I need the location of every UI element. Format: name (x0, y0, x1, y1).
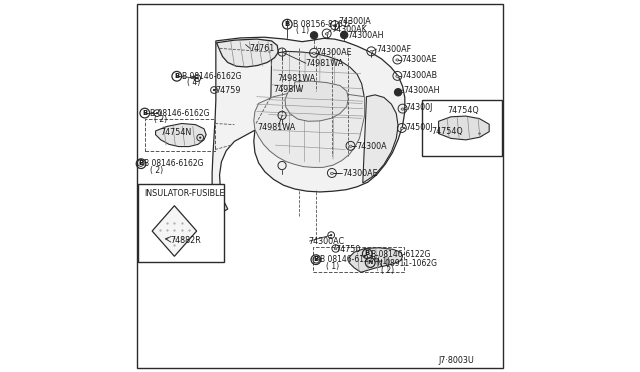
Polygon shape (349, 248, 403, 272)
Text: ( 1): ( 1) (296, 26, 309, 35)
Text: J7·8003U: J7·8003U (439, 356, 475, 365)
Ellipse shape (370, 51, 373, 53)
Text: B: B (174, 73, 179, 79)
Text: 74761: 74761 (250, 44, 275, 53)
Text: 74750: 74750 (335, 245, 360, 254)
Text: 74300AF: 74300AF (376, 45, 412, 54)
Text: ( 4): ( 4) (187, 78, 200, 87)
Text: 74300AH: 74300AH (348, 31, 384, 40)
Circle shape (310, 32, 318, 39)
Text: N 08911-1062G: N 08911-1062G (376, 259, 436, 268)
Text: 74754N: 74754N (161, 128, 192, 137)
Polygon shape (268, 51, 364, 162)
Circle shape (364, 255, 365, 257)
Circle shape (340, 31, 348, 39)
Ellipse shape (396, 75, 399, 77)
Text: 74882R: 74882R (170, 236, 201, 245)
Circle shape (213, 89, 215, 91)
Text: B: B (142, 110, 147, 116)
Polygon shape (254, 91, 365, 167)
Text: B 08146-6162G: B 08146-6162G (150, 109, 209, 118)
Text: 74981WA: 74981WA (305, 60, 344, 68)
Text: INSULATOR-FUSIBLE: INSULATOR-FUSIBLE (144, 189, 225, 198)
Text: ( 1): ( 1) (326, 262, 339, 271)
Ellipse shape (333, 25, 337, 27)
Ellipse shape (330, 172, 333, 174)
Text: 74754Q: 74754Q (431, 127, 463, 136)
Text: 74300J: 74300J (406, 103, 433, 112)
Circle shape (315, 259, 317, 261)
Polygon shape (363, 95, 398, 183)
Circle shape (394, 89, 402, 96)
Text: B 08156-8161F: B 08156-8161F (293, 20, 353, 29)
Text: B: B (285, 21, 290, 27)
Text: 74300AH: 74300AH (403, 86, 440, 95)
Polygon shape (285, 81, 348, 121)
Circle shape (374, 257, 377, 260)
Text: B: B (365, 250, 370, 256)
Text: 74500J: 74500J (406, 123, 433, 132)
Ellipse shape (334, 248, 337, 250)
Bar (138, 184, 224, 262)
Bar (422, 100, 502, 156)
Circle shape (199, 137, 202, 139)
Text: 74300A: 74300A (356, 142, 387, 151)
Circle shape (156, 112, 158, 114)
Ellipse shape (396, 59, 399, 61)
Text: B 08146-6122G: B 08146-6122G (320, 255, 380, 264)
Circle shape (330, 234, 332, 236)
Text: 74300AE: 74300AE (401, 55, 436, 64)
Text: 74300AE: 74300AE (316, 48, 352, 57)
Text: ( 1): ( 1) (376, 257, 390, 266)
Ellipse shape (349, 145, 352, 147)
Text: 74300AC: 74300AC (309, 237, 345, 246)
Ellipse shape (400, 127, 403, 129)
Ellipse shape (325, 33, 328, 35)
Text: B 08146-6162G: B 08146-6162G (145, 159, 204, 168)
Polygon shape (216, 39, 278, 67)
Polygon shape (152, 206, 196, 256)
Circle shape (140, 162, 142, 164)
Text: 74300AK: 74300AK (331, 25, 367, 34)
Text: 74300AE: 74300AE (342, 169, 378, 178)
Text: ( 2): ( 2) (150, 166, 163, 175)
Ellipse shape (401, 108, 404, 110)
Polygon shape (438, 116, 489, 140)
Text: ( 2): ( 2) (381, 266, 394, 275)
Text: 74981WA: 74981WA (257, 123, 296, 132)
Circle shape (196, 77, 198, 79)
Text: 7498lW: 7498lW (274, 85, 304, 94)
Polygon shape (156, 124, 206, 147)
Text: 74759: 74759 (216, 86, 241, 94)
Circle shape (478, 132, 481, 135)
Text: 74300AB: 74300AB (402, 71, 438, 80)
Text: B: B (314, 256, 319, 262)
Text: B 08146-6122G: B 08146-6122G (371, 250, 431, 259)
Text: 74300JA: 74300JA (339, 17, 371, 26)
Text: B 08146-6162G: B 08146-6162G (182, 72, 242, 81)
Text: ( 2): ( 2) (154, 115, 168, 124)
Circle shape (380, 260, 383, 262)
Text: 74754Q: 74754Q (447, 106, 479, 115)
Polygon shape (212, 37, 405, 216)
Text: B: B (138, 160, 144, 166)
Text: N: N (367, 260, 373, 265)
Text: 74981WA: 74981WA (277, 74, 316, 83)
Ellipse shape (312, 52, 316, 54)
